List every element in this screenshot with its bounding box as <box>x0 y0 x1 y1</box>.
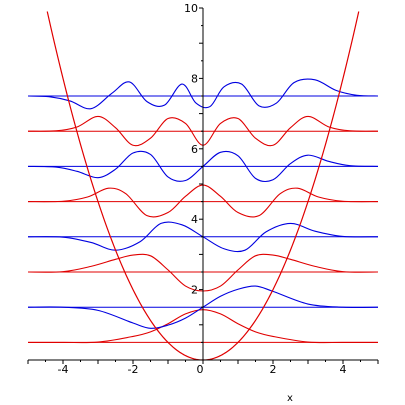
tick-labels: -4 -2 0 2 4 2 4 6 8 10 <box>58 2 347 376</box>
y-tick-label: 8 <box>191 72 198 85</box>
x-tick-label: 4 <box>340 363 347 376</box>
y-tick-label: 2 <box>191 284 198 297</box>
x-tick-label: 0 <box>197 363 204 376</box>
x-tick-label: -4 <box>58 363 69 376</box>
axes <box>27 7 379 364</box>
x-tick-label: -2 <box>128 363 139 376</box>
x-tick-label: 2 <box>270 363 277 376</box>
y-tick-label: 4 <box>191 213 198 226</box>
y-tick-label: 6 <box>191 143 198 156</box>
y-tick-label: 10 <box>184 2 198 15</box>
x-axis-title: x <box>287 393 293 404</box>
